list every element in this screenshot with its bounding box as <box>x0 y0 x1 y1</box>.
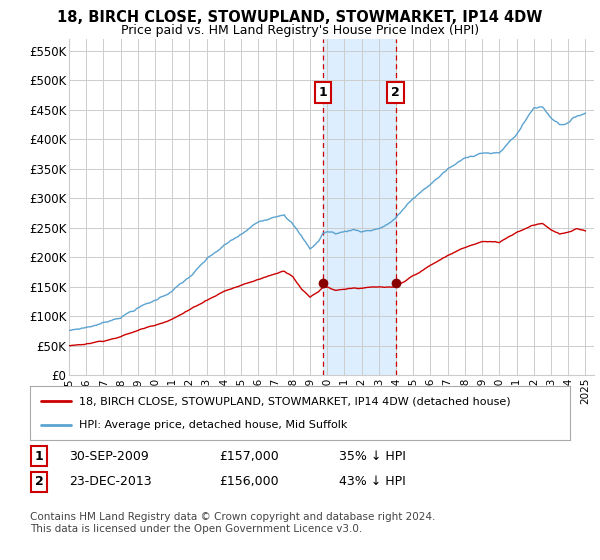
Text: Price paid vs. HM Land Registry's House Price Index (HPI): Price paid vs. HM Land Registry's House … <box>121 24 479 37</box>
Text: £157,000: £157,000 <box>219 450 279 463</box>
Bar <box>323 39 395 375</box>
Text: £156,000: £156,000 <box>219 475 278 488</box>
Text: 30-SEP-2009: 30-SEP-2009 <box>69 450 149 463</box>
Text: 43% ↓ HPI: 43% ↓ HPI <box>339 475 406 488</box>
Text: Contains HM Land Registry data © Crown copyright and database right 2024.
This d: Contains HM Land Registry data © Crown c… <box>30 512 436 534</box>
Text: 2: 2 <box>35 475 43 488</box>
Text: 18, BIRCH CLOSE, STOWUPLAND, STOWMARKET, IP14 4DW (detached house): 18, BIRCH CLOSE, STOWUPLAND, STOWMARKET,… <box>79 396 510 407</box>
Text: 1: 1 <box>35 450 43 463</box>
Text: 1: 1 <box>319 86 327 99</box>
Text: HPI: Average price, detached house, Mid Suffolk: HPI: Average price, detached house, Mid … <box>79 419 347 430</box>
Text: 35% ↓ HPI: 35% ↓ HPI <box>339 450 406 463</box>
Text: 23-DEC-2013: 23-DEC-2013 <box>69 475 152 488</box>
Text: 18, BIRCH CLOSE, STOWUPLAND, STOWMARKET, IP14 4DW: 18, BIRCH CLOSE, STOWUPLAND, STOWMARKET,… <box>58 10 542 25</box>
Text: 2: 2 <box>391 86 400 99</box>
